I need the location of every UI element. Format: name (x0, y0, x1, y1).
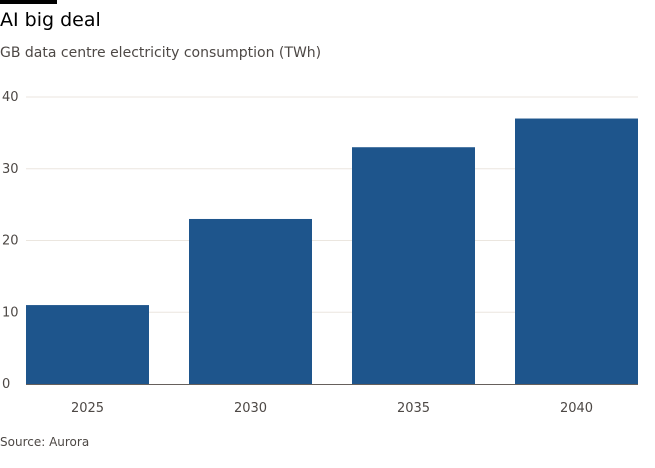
source-note: Source: Aurora (0, 435, 90, 449)
brand-top-bar (0, 0, 57, 4)
bars (26, 118, 638, 385)
bar-2025 (26, 305, 149, 384)
x-tick-label: 2030 (234, 401, 267, 416)
y-tick-label: 30 (2, 162, 19, 177)
bar-2030 (189, 218, 312, 384)
y-tick-label: 0 (2, 377, 10, 392)
y-tick-label: 40 (2, 90, 19, 105)
x-tick-label: 2035 (397, 401, 430, 416)
chart-subtitle: GB data centre electricity consumption (… (0, 45, 322, 61)
y-axis-tick-labels: 0 10 20 30 40 (2, 90, 19, 392)
x-tick-label: 2025 (71, 401, 104, 416)
y-tick-label: 20 (2, 234, 19, 249)
chart-title: AI big deal (0, 9, 101, 31)
x-tick-label: 2040 (560, 401, 593, 416)
bar-2040 (515, 118, 638, 385)
y-tick-label: 10 (2, 305, 19, 320)
x-axis-tick-labels: 2025 2030 2035 2040 (71, 401, 593, 416)
bar-2035 (352, 147, 475, 384)
